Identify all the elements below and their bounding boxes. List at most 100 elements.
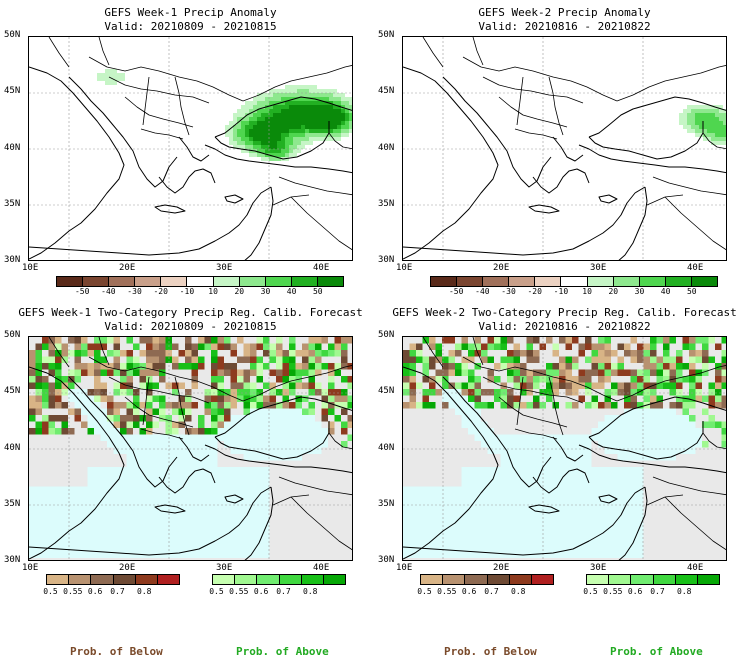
colorbar-tick-label: 10	[582, 287, 592, 296]
panel-4-valid-dates: Valid: 20210816 - 20210822	[478, 320, 651, 333]
colorbar-swatch	[457, 277, 484, 286]
week2-probability-map	[402, 336, 727, 561]
colorbar-swatch	[531, 575, 554, 584]
panel-3-title-line1: GEFS Week-1 Two-Category Precip Reg. Cal…	[18, 306, 363, 319]
colorbar-tick-label: 40	[286, 287, 297, 296]
colorbar-tick-label: 0.7	[484, 587, 499, 596]
panel-1-valid-dates: Valid: 20210809 - 20210815	[104, 20, 277, 33]
lat-label: 35N	[4, 498, 21, 509]
lat-label: 45N	[378, 386, 395, 397]
lon-label: 40E	[687, 263, 704, 273]
colorbar-swatch	[135, 575, 158, 584]
lat-label: 50N	[4, 330, 21, 340]
lat-label: 45N	[4, 386, 21, 397]
lon-label: 40E	[687, 563, 704, 573]
colorbar-swatch	[291, 277, 318, 286]
lat-label: 35N	[378, 498, 395, 509]
colorbar-swatch	[561, 277, 588, 286]
lon-label: 10E	[22, 263, 39, 273]
colorbar-swatch	[691, 277, 718, 286]
colorbar-swatch	[257, 575, 280, 584]
colorbar-tick-label: 0.8	[137, 587, 152, 596]
colorbar-tick-label: -50	[448, 287, 464, 296]
colorbar-tick-label: -50	[74, 287, 90, 296]
colorbar-swatch	[483, 277, 510, 286]
colorbar-swatch	[697, 575, 720, 584]
lon-label: 30E	[590, 563, 607, 573]
colorbar-swatch	[83, 277, 110, 286]
colorbar-swatch	[587, 277, 614, 286]
colorbar-tick-label: 30	[260, 287, 271, 296]
lat-label: 40N	[378, 442, 395, 453]
colorbar-tick-label: -30	[127, 287, 142, 296]
colorbar-tick-label: 50	[312, 287, 323, 296]
colorbar-swatch	[109, 277, 136, 286]
colorbar-tick-label: -10	[553, 287, 569, 296]
lat-label: 30N	[4, 555, 21, 565]
week2-anomaly-colorbar	[430, 276, 718, 287]
colorbar-swatch	[91, 575, 114, 584]
colorbar-swatch	[639, 277, 666, 286]
lon-label: 30E	[216, 263, 233, 273]
colorbar-swatch	[265, 277, 292, 286]
colorbar-tick-label: 0.6	[461, 587, 477, 596]
colorbar-swatch	[431, 277, 458, 286]
colorbar-tick-label: 0.8	[511, 587, 526, 596]
prob-above-legend-week2: Prob. of Above	[610, 645, 703, 658]
colorbar-swatch	[509, 277, 536, 286]
coastline-prob-2	[403, 337, 726, 560]
colorbar-swatch	[187, 277, 214, 286]
lon-label: 10E	[396, 563, 413, 573]
panel-4-title-line1: GEFS Week-2 Two-Category Precip Reg. Cal…	[392, 306, 737, 319]
panel-1-title-line1: GEFS Week-1 Precip Anomaly	[104, 6, 277, 19]
week1-probability-map	[28, 336, 353, 561]
colorbar-swatch	[509, 575, 532, 584]
colorbar-swatch	[161, 277, 188, 286]
prob-below-legend-week2: Prob. of Below	[444, 645, 537, 658]
panel-1-title: GEFS Week-1 Precip Anomaly Valid: 202108…	[28, 6, 353, 34]
colorbar-swatch	[443, 575, 466, 584]
colorbar-tick-label: -10	[179, 287, 195, 296]
lat-label: 50N	[4, 30, 21, 40]
lat-label: 45N	[378, 86, 395, 97]
panel-2-title-line1: GEFS Week-2 Precip Anomaly	[478, 6, 651, 19]
prob-above-legend-week1: Prob. of Above	[236, 645, 329, 658]
colorbar-tick-label: -30	[501, 287, 516, 296]
colorbar-swatch	[465, 575, 488, 584]
lon-label: 10E	[22, 563, 39, 573]
colorbar-tick-label: 0.8	[677, 587, 692, 596]
prob-below-legend-week1: Prob. of Below	[70, 645, 163, 658]
lon-label: 40E	[313, 263, 330, 273]
colorbar-swatch	[587, 575, 610, 584]
lon-label: 10E	[396, 263, 413, 273]
colorbar-tick-label: 0.6	[627, 587, 643, 596]
anom-map-svg-2	[403, 37, 726, 260]
colorbar-swatch	[213, 575, 236, 584]
colorbar-tick-label: 0.8	[303, 587, 318, 596]
coastline-prob-1	[29, 337, 352, 560]
week1-anomaly-colorbar	[56, 276, 344, 287]
colorbar-swatch	[239, 277, 266, 286]
lat-label: 35N	[378, 198, 395, 209]
colorbar-tick-label: -20	[153, 287, 168, 296]
colorbar-tick-label: 40	[660, 287, 671, 296]
week1-above-colorbar	[212, 574, 346, 585]
lat-label: 40N	[4, 442, 21, 453]
prob-map-svg-2	[403, 337, 726, 560]
colorbar-swatch	[213, 277, 240, 286]
prob-map-svg-1	[29, 337, 352, 560]
colorbar-tick-label: 0.5	[417, 587, 432, 596]
colorbar-tick-label: 0.6	[253, 587, 269, 596]
colorbar-swatch	[69, 575, 92, 584]
panel-3-valid-dates: Valid: 20210809 - 20210815	[104, 320, 277, 333]
colorbar-swatch	[279, 575, 302, 584]
lat-label: 40N	[4, 142, 21, 153]
colorbar-tick-label: 20	[234, 287, 245, 296]
colorbar-tick-label: 10	[208, 287, 218, 296]
colorbar-swatch	[113, 575, 136, 584]
colorbar-tick-label: -40	[101, 287, 116, 296]
colorbar-tick-label: 0.55	[229, 587, 249, 596]
colorbar-swatch	[317, 277, 344, 286]
colorbar-swatch	[157, 575, 180, 584]
colorbar-tick-label: 0.7	[650, 587, 665, 596]
